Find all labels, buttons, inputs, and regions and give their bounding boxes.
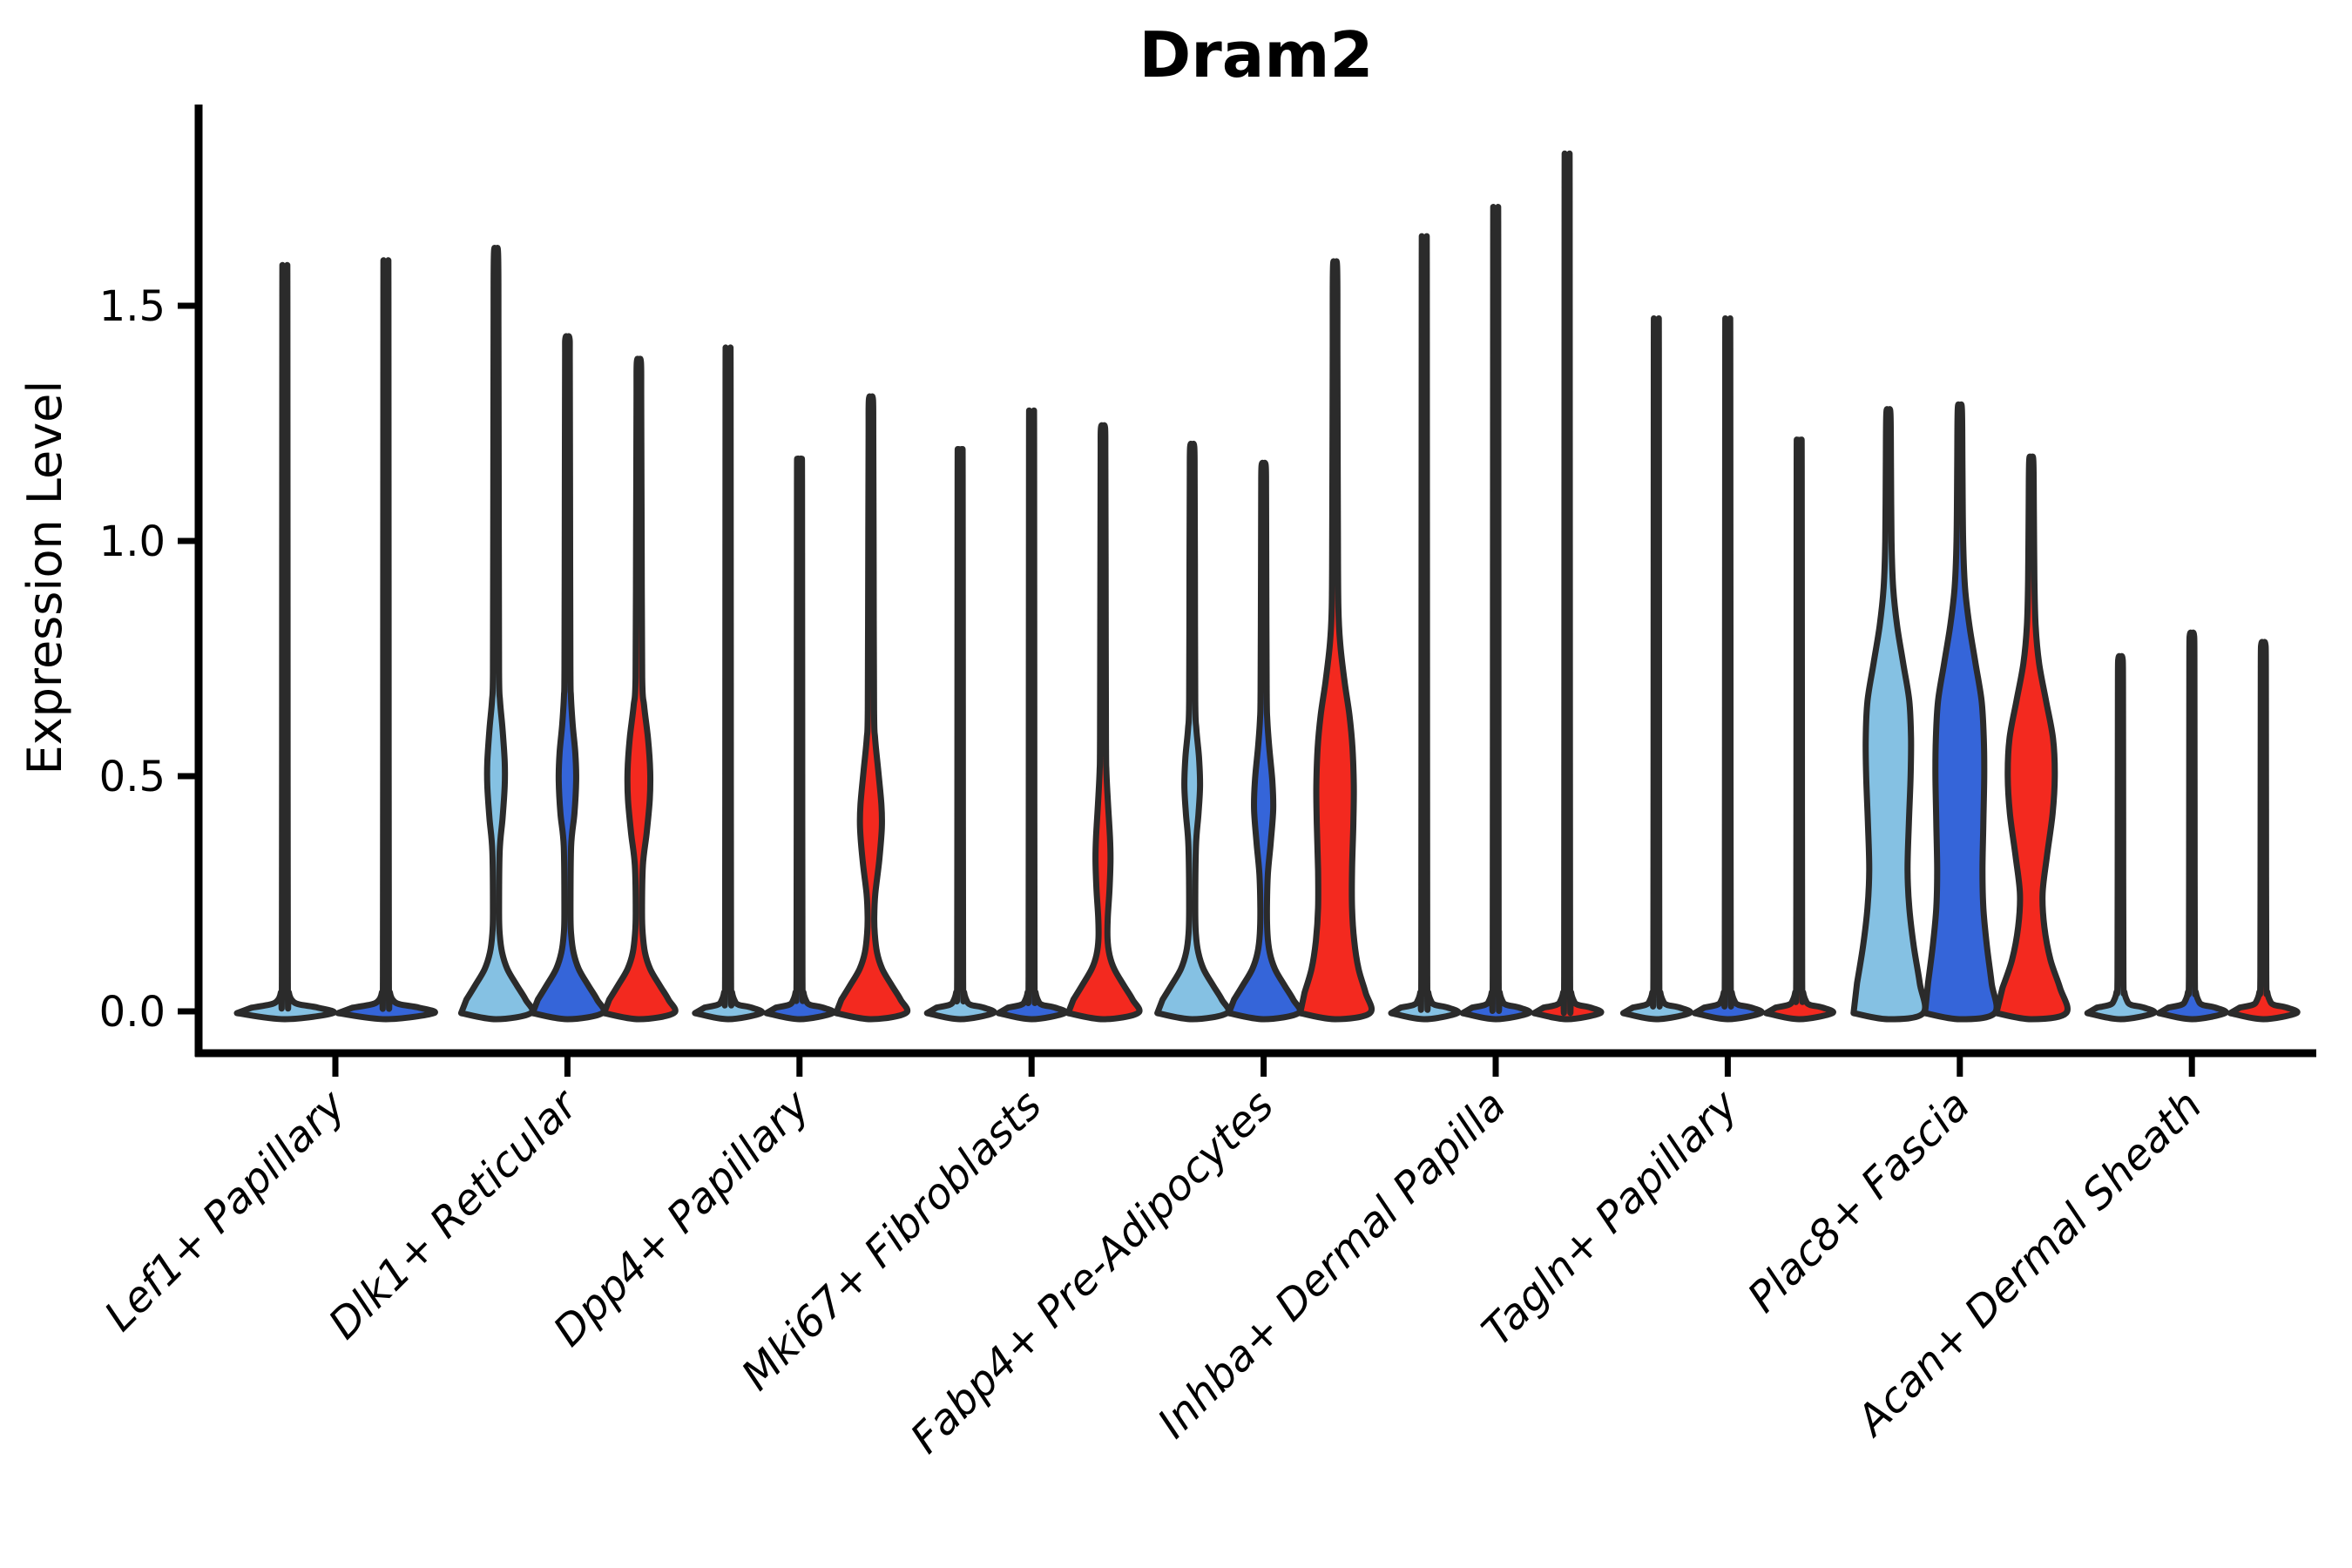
violin-g6-red <box>1531 150 1605 1023</box>
violin-g4-red <box>1064 422 1143 1023</box>
violin-g2-dark-blue <box>529 333 607 1023</box>
violin-g1-light-blue <box>233 261 337 1023</box>
violin-g8-red <box>1993 453 2071 1023</box>
violin-g1-dark-blue <box>335 257 438 1023</box>
y-axis-label: Expression Level <box>17 381 72 775</box>
y-tick-label: 0.5 <box>99 753 166 801</box>
violin-g7-red <box>1762 436 1836 1023</box>
x-tick-label-8: Plac8+ Fascia <box>1739 1081 1980 1322</box>
violin-g2-light-blue <box>457 245 536 1023</box>
violin-g5-red <box>1297 258 1375 1023</box>
x-tick-label-1: Lef1+ Papillary <box>95 1080 355 1341</box>
violin-g7-dark-blue <box>1691 314 1765 1023</box>
violin-g8-light-blue <box>1850 406 1929 1023</box>
violin-g9-dark-blue <box>2155 629 2229 1023</box>
violin-g8-dark-blue <box>1922 401 2000 1023</box>
violin-g4-dark-blue <box>995 407 1069 1023</box>
violins <box>233 150 2301 1023</box>
violin-g7-light-blue <box>1619 314 1693 1023</box>
y-axis-ticks: 0.0 0.5 1.0 1.5 <box>99 282 198 1037</box>
violin-g5-dark-blue <box>1226 459 1303 1023</box>
x-tick-label-3: Dpp4+ Papillary <box>544 1080 820 1355</box>
violin-g9-red <box>2227 639 2301 1023</box>
plot-title: Dram2 <box>1139 18 1374 91</box>
y-tick-label: 1.5 <box>99 282 166 331</box>
violin-g6-light-blue <box>1388 233 1462 1023</box>
violin-g6-dark-blue <box>1459 204 1533 1023</box>
violin-g9-light-blue <box>2084 652 2158 1023</box>
violin-g3-dark-blue <box>763 455 837 1023</box>
axes <box>194 105 2316 1058</box>
x-tick-label-7: Tagln+ Papillary <box>1473 1080 1748 1355</box>
x-tick-label-2: Dlk1+ Reticular <box>320 1079 590 1349</box>
y-tick-label: 1.0 <box>99 517 166 566</box>
violin-g4-light-blue <box>923 446 997 1023</box>
y-tick-label: 0.0 <box>99 988 166 1037</box>
violin-g3-red <box>833 393 911 1023</box>
violin-g5-light-blue <box>1154 440 1232 1023</box>
violin-g2-red <box>600 355 679 1023</box>
violin-g3-light-blue <box>692 344 766 1023</box>
